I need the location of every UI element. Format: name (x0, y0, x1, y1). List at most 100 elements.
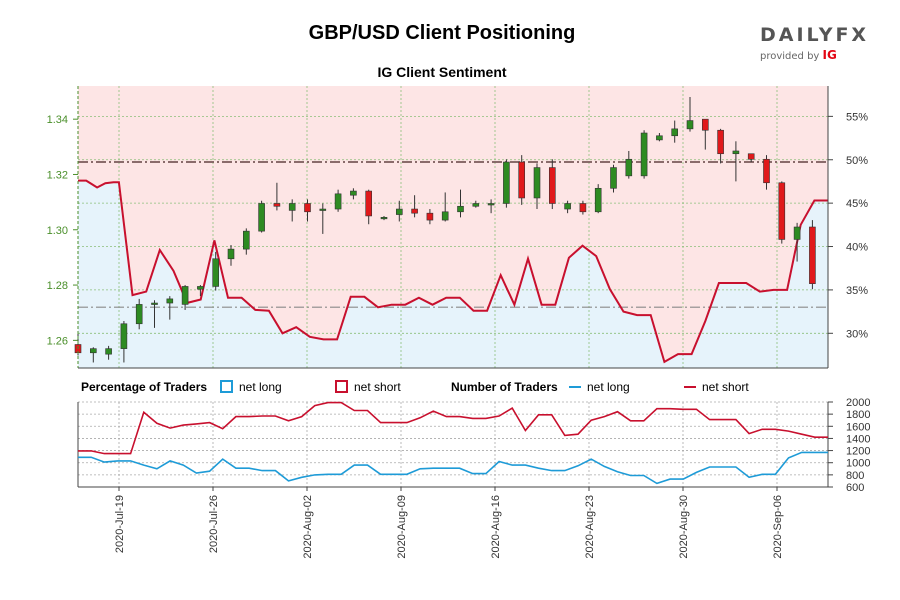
date-tick-label: 2020-Sep-06 (772, 495, 784, 559)
sentiment-tick-label: 35% (846, 285, 868, 297)
candle-bullish (686, 120, 694, 130)
candle-bullish (533, 167, 541, 199)
traders-tick-label: 1000 (846, 458, 870, 470)
price-tick-label: 1.30 (47, 225, 68, 237)
legend-pct-short-swatch (335, 380, 348, 393)
candle-bullish (457, 205, 464, 213)
logo-wordmark: DAILYFX (760, 24, 870, 46)
legend-pct-long: net long (220, 380, 282, 394)
legend-num-short-swatch (684, 386, 696, 388)
candle-bullish (441, 211, 449, 221)
legend-percentage-title: Percentage of Traders (81, 380, 208, 394)
date-tick-label: 2020-Aug-23 (584, 495, 596, 559)
date-tick-label: 2020-Jul-19 (114, 495, 126, 553)
short-sentiment-area (78, 86, 828, 362)
candle-bullish (793, 226, 801, 240)
sentiment-tick-label: 45% (846, 198, 868, 210)
candle-bearish (365, 190, 373, 217)
candle-bullish (594, 187, 602, 213)
traders-tick-label: 800 (846, 470, 864, 482)
candle-bearish (411, 208, 418, 214)
candle-bullish (197, 286, 204, 290)
traders-tick-label: 1800 (846, 409, 870, 421)
price-tick-label: 1.32 (47, 169, 68, 181)
candle-bullish (120, 323, 128, 349)
candle-bullish (243, 230, 250, 250)
candle-bearish (304, 203, 311, 213)
candle-bearish (518, 161, 526, 199)
chart-subtitle: IG Client Sentiment (377, 64, 507, 80)
candle-bullish (105, 348, 112, 355)
candle-bearish (273, 203, 281, 207)
legend-num-long-label: net long (587, 380, 630, 394)
candle-bearish (747, 153, 755, 160)
candle-bearish (778, 182, 786, 240)
date-tick-label: 2020-Jul-26 (208, 495, 220, 553)
candle-bullish (350, 190, 357, 196)
date-tick-label: 2020-Aug-09 (396, 495, 408, 559)
candle-bearish (763, 158, 770, 184)
traders-tick-label: 600 (846, 482, 864, 494)
candle-bullish (610, 167, 617, 189)
legend-num-long: net long (569, 380, 630, 394)
dailyfx-logo: DAILYFX provided by IG (760, 24, 870, 62)
candle-bearish (717, 129, 724, 155)
legend-pct-long-label: net long (239, 380, 282, 394)
candle-bullish (288, 203, 296, 211)
legend-pct-short: net short (335, 380, 401, 394)
candle-bullish (334, 193, 342, 210)
candle-bullish (487, 203, 495, 206)
sentiment-tick-label: 50% (846, 155, 868, 167)
candle-bearish (426, 212, 434, 221)
candle-bullish (564, 203, 571, 210)
candle-bullish (640, 132, 648, 177)
ig-logo-icon: IG (822, 48, 837, 62)
candle-bearish (548, 167, 556, 204)
candle-bullish (732, 150, 740, 155)
logo-tagline: provided by IG (760, 48, 870, 62)
sentiment-tick-label: 30% (846, 328, 868, 340)
legend-pct-short-label: net short (354, 380, 401, 394)
sentiment-short-line (78, 179, 828, 364)
legend-num-short: net short (684, 380, 749, 394)
candle-bullish (181, 286, 189, 305)
traders-tick-label: 1600 (846, 421, 870, 433)
legend-pct-long-swatch (220, 380, 233, 393)
logo-provided-by: provided by (760, 51, 820, 62)
traders-tick-label: 2000 (846, 397, 870, 409)
candle-bullish (503, 161, 510, 204)
candle-bearish (701, 118, 709, 131)
candle-bullish (212, 258, 219, 287)
candle-bullish (258, 203, 265, 232)
long-sentiment-area (78, 180, 828, 368)
legend-num-short-label: net short (702, 380, 749, 394)
candle-bullish (380, 217, 388, 220)
candle-bullish (90, 348, 97, 354)
candle-bullish (319, 208, 327, 211)
candle-bullish (166, 298, 174, 304)
candle-bullish (625, 158, 633, 177)
date-tick-label: 2020-Aug-30 (678, 495, 690, 559)
traders-tick-label: 1400 (846, 433, 870, 445)
date-tick-label: 2020-Aug-16 (490, 495, 502, 559)
sentiment-tick-label: 40% (846, 242, 868, 254)
candle-bearish (579, 203, 587, 213)
sentiment-tick-label: 55% (846, 111, 868, 123)
chart-title: GBP/USD Client Positioning (308, 22, 576, 44)
candle-bullish (395, 208, 403, 215)
candle-bearish (809, 226, 816, 284)
candle-bullish (151, 302, 158, 305)
traders-long-line (78, 451, 828, 485)
traders-short-line (78, 401, 828, 455)
candle-bullish (227, 248, 235, 260)
candle-bullish (472, 203, 480, 207)
candle-bullish (135, 304, 143, 325)
price-tick-label: 1.26 (47, 335, 68, 347)
candle-bullish (671, 128, 679, 137)
candle-bullish (656, 135, 663, 141)
date-tick-label: 2020-Aug-02 (302, 495, 314, 559)
legend-num-long-swatch (569, 386, 581, 388)
traders-tick-label: 1200 (846, 446, 870, 458)
legend-number-title: Number of Traders (451, 380, 558, 394)
